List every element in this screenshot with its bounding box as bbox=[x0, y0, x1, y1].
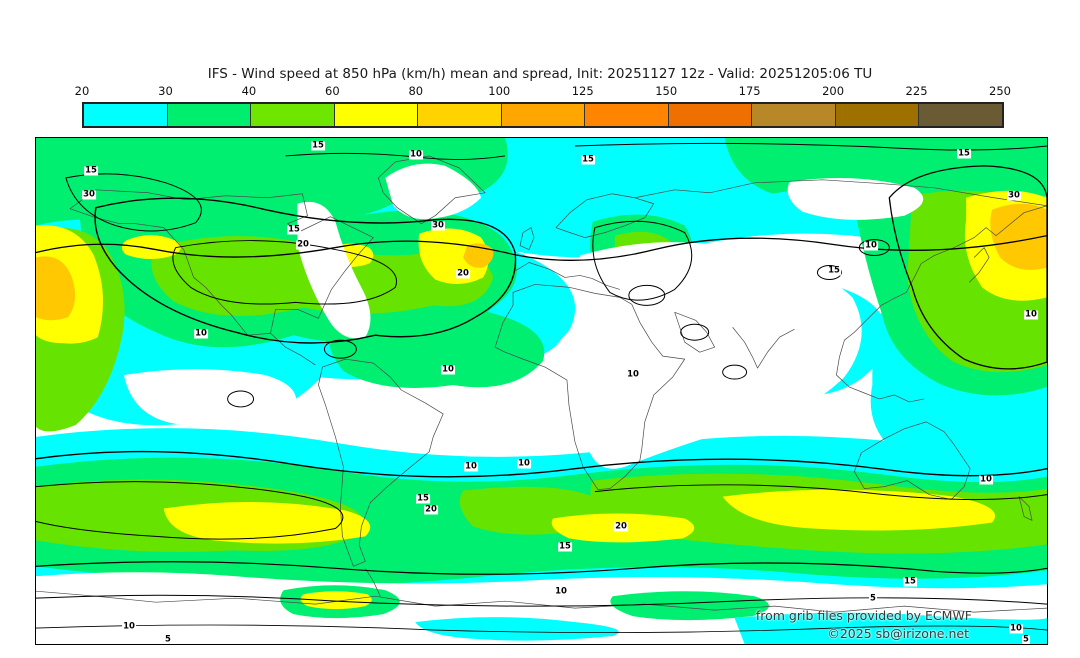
contour-lines-layer bbox=[36, 142, 1047, 634]
colorbar-tick: 20 bbox=[74, 84, 90, 98]
colorbar-segment bbox=[167, 104, 252, 126]
colorbar-tick: 125 bbox=[571, 84, 594, 98]
fill-layer-antarctic-accents bbox=[280, 585, 1047, 644]
contour-value-label: 30 bbox=[82, 189, 96, 200]
colorbar-tick: 150 bbox=[655, 84, 678, 98]
colorbar-segment bbox=[668, 104, 753, 126]
colorbar-segment bbox=[501, 104, 586, 126]
contour-value-label: 20 bbox=[424, 504, 438, 515]
contour-value-label: 10 bbox=[979, 474, 993, 485]
colorbar-tick: 80 bbox=[408, 84, 424, 98]
contour-value-label: 5 bbox=[1022, 634, 1030, 645]
colorbar: 20 30 40 60 80 100 125 150 175 200 225 250 bbox=[75, 84, 1011, 128]
contour-value-label: 15 bbox=[84, 165, 98, 176]
colorbar-tick: 225 bbox=[905, 84, 928, 98]
contour-value-label: 15 bbox=[287, 224, 301, 235]
contour-value-label: 15 bbox=[581, 154, 595, 165]
contour-value-label: 10 bbox=[626, 369, 640, 380]
world-map-svg bbox=[36, 138, 1047, 644]
colorbar-segment bbox=[835, 104, 920, 126]
colorbar-tick: 200 bbox=[822, 84, 845, 98]
contour-value-label: 15 bbox=[903, 576, 917, 587]
contour-value-label: 20 bbox=[614, 521, 628, 532]
contour-value-label: 30 bbox=[431, 220, 445, 231]
contour-value-label: 30 bbox=[1007, 190, 1021, 201]
contour-value-label: 15 bbox=[558, 541, 572, 552]
contour-value-label: 10 bbox=[554, 586, 568, 597]
contour-value-label: 10 bbox=[464, 461, 478, 472]
colorbar-tick: 100 bbox=[488, 84, 511, 98]
contour-value-label: 10 bbox=[122, 621, 136, 632]
chart-title: IFS - Wind speed at 850 hPa (km/h) mean … bbox=[207, 66, 873, 82]
colorbar-tick: 60 bbox=[325, 84, 340, 98]
contour-value-label: 10 bbox=[194, 328, 208, 339]
contour-value-label: 5 bbox=[164, 634, 172, 645]
colorbar-segment bbox=[752, 104, 836, 126]
contour-value-label: 10 bbox=[441, 364, 455, 375]
credit-copyright: ©2025 sb@irizone.net bbox=[827, 626, 969, 641]
contour-value-label: 20 bbox=[296, 239, 310, 250]
colorbar-tick: 40 bbox=[241, 84, 257, 98]
contour-value-label: 10 bbox=[517, 458, 531, 469]
colorbar-scale bbox=[82, 102, 1004, 128]
contour-value-label: 10 bbox=[1009, 623, 1023, 634]
colorbar-tick: 30 bbox=[158, 84, 173, 98]
credit-source: from grib files provided by ECMWF bbox=[755, 608, 972, 623]
contour-value-label: 15 bbox=[416, 493, 430, 504]
colorbar-tick: 175 bbox=[738, 84, 761, 98]
coastlines-layer bbox=[36, 155, 1047, 613]
contour-value-label: 10 bbox=[864, 240, 878, 251]
contour-value-label: 10 bbox=[1024, 309, 1038, 320]
colorbar-segment bbox=[418, 104, 502, 126]
world-map: 15 10 15 30 15 20 30 20 10 10 15 15 30 10 10 15 10 10 10 15… bbox=[35, 137, 1048, 645]
colorbar-segment bbox=[919, 104, 1003, 126]
fill-layer-orange bbox=[36, 203, 1047, 321]
contour-value-label: 15 bbox=[827, 265, 841, 276]
contour-value-label: 15 bbox=[311, 140, 325, 151]
colorbar-segment bbox=[585, 104, 669, 126]
colorbar-segment bbox=[334, 104, 419, 126]
colorbar-tick-labels: 20 30 40 60 80 100 125 150 175 200 225 250 bbox=[75, 84, 1011, 99]
colorbar-segment bbox=[84, 104, 168, 126]
colorbar-segment bbox=[251, 104, 335, 126]
contour-value-label: 5 bbox=[869, 593, 877, 604]
contour-value-label: 20 bbox=[456, 268, 470, 279]
contour-value-label: 10 bbox=[409, 149, 423, 160]
contour-value-label: 15 bbox=[957, 148, 971, 159]
colorbar-tick: 250 bbox=[989, 84, 1011, 98]
